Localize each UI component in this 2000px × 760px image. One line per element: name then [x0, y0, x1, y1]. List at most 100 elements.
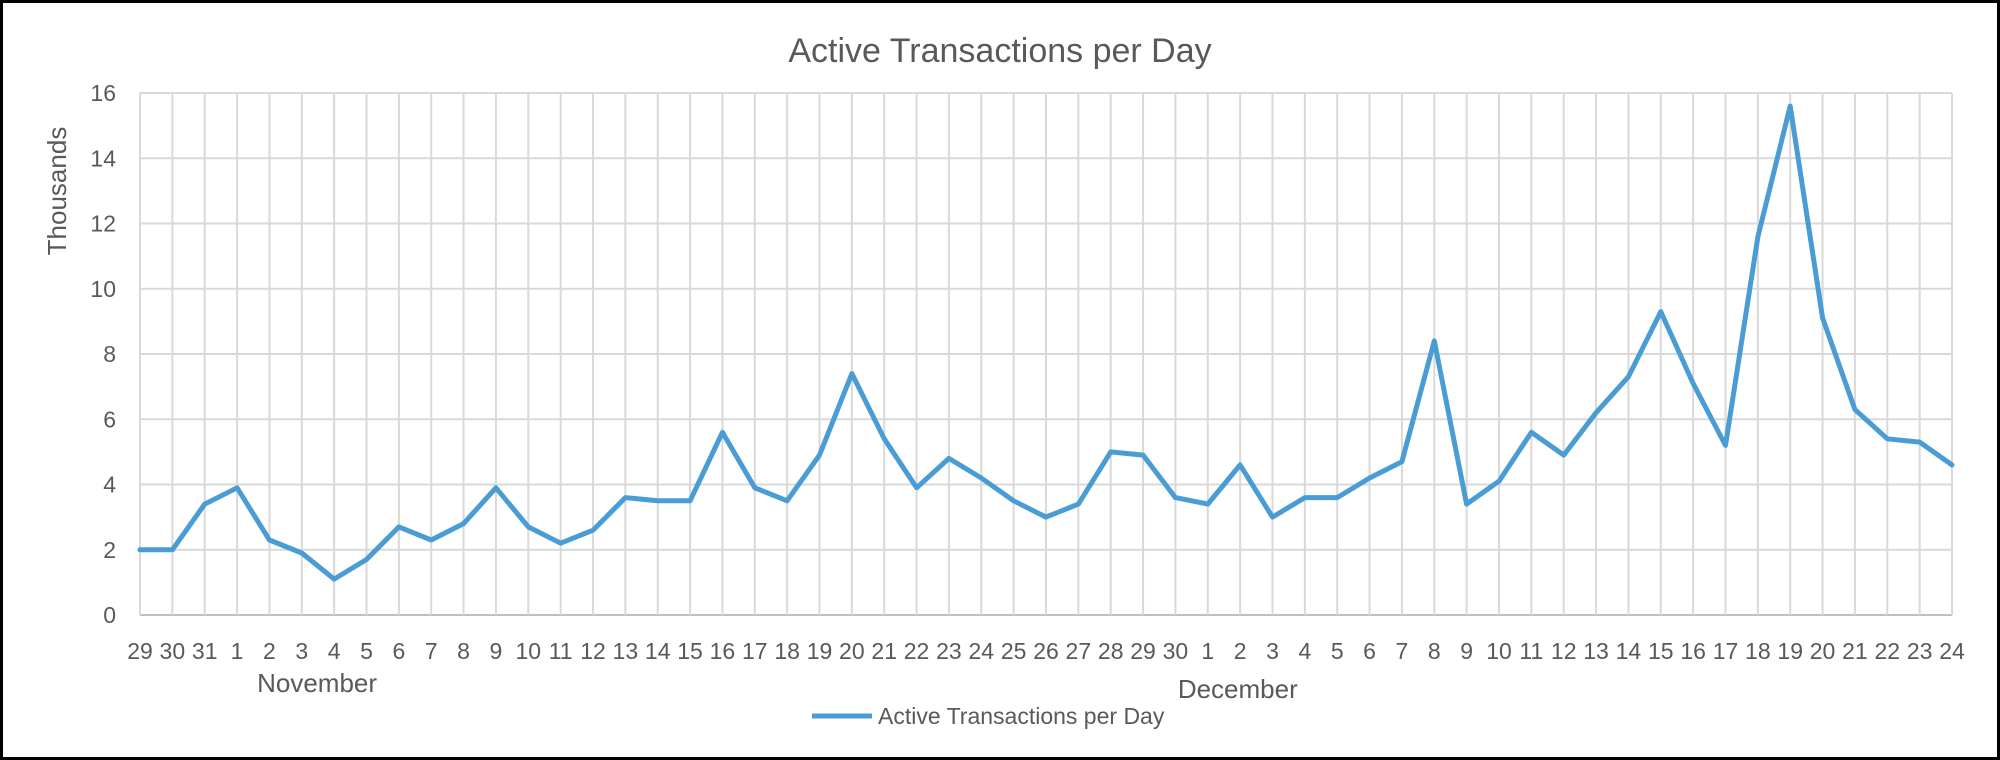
x-tick-label: 1	[1201, 638, 1214, 664]
data-point	[364, 557, 370, 563]
data-point	[558, 540, 564, 546]
y-tick-label: 6	[103, 406, 116, 432]
x-tick-label: 29	[1130, 638, 1156, 664]
x-tick-label: 8	[457, 638, 470, 664]
data-point	[1464, 501, 1470, 507]
x-tick-label: 25	[1001, 638, 1027, 664]
data-point	[1108, 449, 1114, 455]
x-tick-label: 14	[1616, 638, 1642, 664]
x-tick-label: 29	[127, 638, 153, 664]
x-tick-label: 23	[936, 638, 962, 664]
data-point	[1884, 436, 1890, 442]
data-point	[331, 576, 337, 582]
x-tick-label: 2	[1234, 638, 1247, 664]
data-point	[1561, 452, 1567, 458]
x-tick-label: 2	[263, 638, 276, 664]
x-tick-label: 7	[425, 638, 438, 664]
data-point	[914, 485, 920, 491]
y-tick-label: 2	[103, 537, 116, 563]
data-point	[1237, 462, 1243, 468]
data-point	[1270, 514, 1276, 520]
data-point	[1949, 462, 1955, 468]
x-tick-label: 16	[1680, 638, 1706, 664]
x-tick-label: 1	[231, 638, 244, 664]
x-tick-label: 15	[677, 638, 703, 664]
data-point	[817, 452, 823, 458]
legend: Active Transactions per Day	[812, 703, 1165, 729]
x-tick-label: 26	[1033, 638, 1059, 664]
data-point	[881, 436, 887, 442]
month-label: December	[1178, 674, 1298, 704]
y-axis-ticks: 0 2 4 6 8 10 12 14 16	[90, 80, 116, 628]
data-point	[1205, 501, 1211, 507]
data-point	[784, 498, 790, 504]
data-point	[687, 498, 693, 504]
chart-title: Active Transactions per Day	[788, 32, 1211, 70]
data-point	[1334, 495, 1340, 501]
y-tick-label: 8	[103, 341, 116, 367]
data-point	[428, 537, 434, 543]
x-tick-label: 15	[1648, 638, 1674, 664]
x-tick-label: 21	[871, 638, 897, 664]
data-point	[137, 547, 143, 553]
data-point	[1302, 495, 1308, 501]
data-point	[1755, 234, 1761, 240]
x-tick-label: 24	[1939, 638, 1965, 664]
x-tick-label: 30	[160, 638, 186, 664]
data-point	[655, 498, 661, 504]
x-tick-label: 27	[1066, 638, 1092, 664]
x-tick-label: 17	[742, 638, 768, 664]
x-tick-label: 11	[1519, 638, 1543, 664]
x-tick-label: 14	[645, 638, 671, 664]
data-point	[1593, 410, 1599, 416]
x-tick-label: 19	[1777, 638, 1803, 664]
x-tick-label: 3	[295, 638, 308, 664]
series-line	[137, 103, 1955, 582]
grid	[139, 92, 1953, 616]
x-tick-label: 13	[613, 638, 639, 664]
x-tick-label: 4	[1298, 638, 1311, 664]
data-point	[1820, 315, 1826, 321]
x-tick-label: 21	[1842, 638, 1868, 664]
x-tick-label: 11	[549, 638, 573, 664]
x-tick-label: 18	[1745, 638, 1771, 664]
x-tick-label: 23	[1907, 638, 1933, 664]
data-point	[1690, 380, 1696, 386]
x-tick-label: 4	[328, 638, 341, 664]
x-tick-label: 20	[839, 638, 865, 664]
data-point	[169, 547, 175, 553]
y-axis-title: Thousands	[42, 127, 72, 256]
legend-label: Active Transactions per Day	[878, 703, 1165, 729]
data-point	[946, 455, 952, 461]
data-point	[752, 485, 758, 491]
y-tick-label: 10	[90, 276, 116, 302]
x-tick-label: 30	[1163, 638, 1189, 664]
data-point	[1075, 501, 1081, 507]
data-point	[1172, 495, 1178, 501]
x-tick-label: 20	[1810, 638, 1836, 664]
x-tick-label: 31	[192, 638, 218, 664]
x-tick-label: 3	[1266, 638, 1279, 664]
x-tick-label: 22	[1874, 638, 1900, 664]
data-point	[1528, 429, 1534, 435]
y-tick-label: 16	[90, 80, 116, 106]
x-tick-label: 12	[580, 638, 606, 664]
x-tick-label: 17	[1713, 638, 1739, 664]
data-point	[1043, 514, 1049, 520]
data-point	[1625, 374, 1631, 380]
data-point	[622, 495, 628, 501]
data-point	[590, 527, 596, 533]
data-point	[299, 550, 305, 556]
data-point	[1917, 439, 1923, 445]
x-tick-label: 16	[710, 638, 736, 664]
data-point	[1399, 459, 1405, 465]
y-tick-label: 12	[90, 211, 116, 237]
x-tick-label: 12	[1551, 638, 1577, 664]
x-tick-label: 28	[1098, 638, 1124, 664]
data-point	[202, 501, 208, 507]
x-tick-label: 7	[1396, 638, 1409, 664]
data-point	[719, 429, 725, 435]
x-tick-label: 18	[774, 638, 800, 664]
data-point	[978, 475, 984, 481]
x-tick-label: 6	[1363, 638, 1376, 664]
